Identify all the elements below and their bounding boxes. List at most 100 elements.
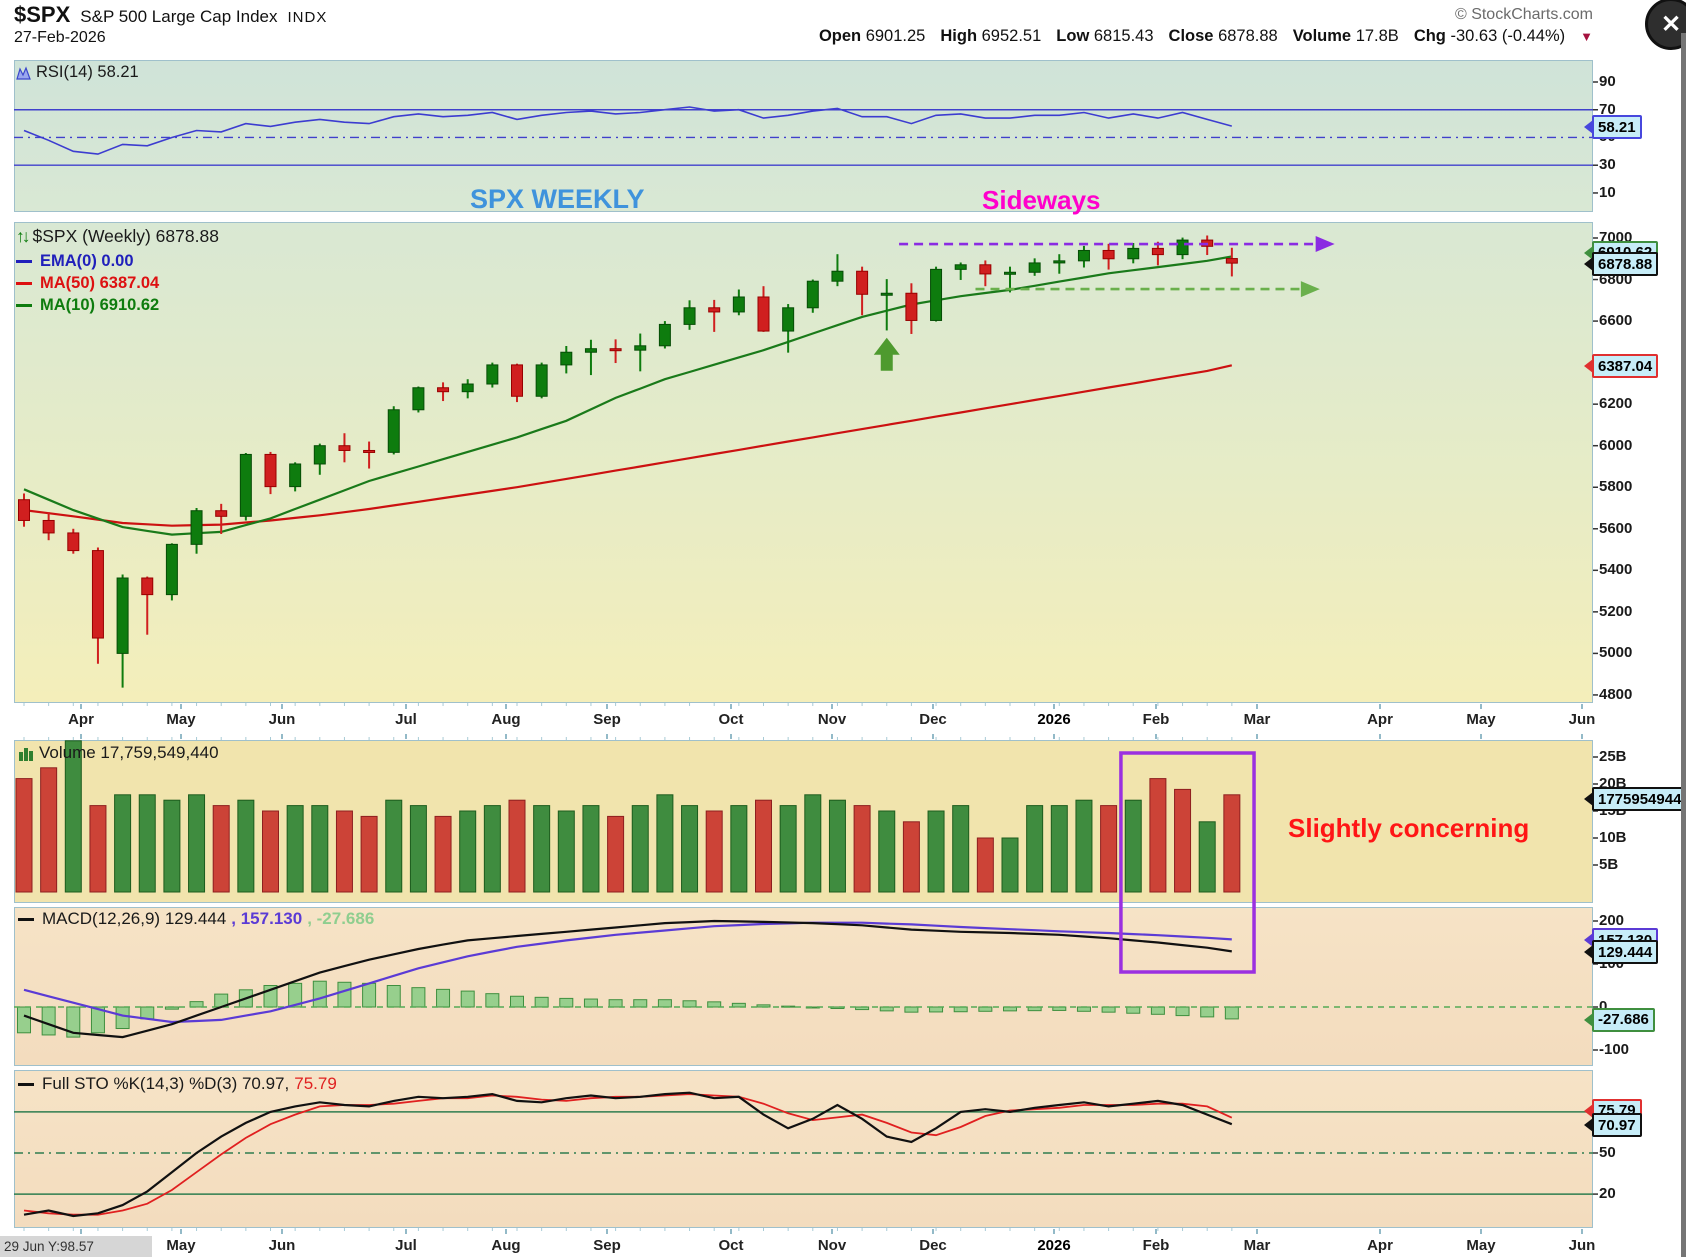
axis-tick-label: 25B xyxy=(1599,748,1627,765)
axis-tick-label: 50 xyxy=(1599,1144,1616,1161)
macd-legend: MACD(12,26,9) 129.444 , 157.130 , -27.68… xyxy=(18,909,374,929)
ma50-line-swatch xyxy=(16,282,32,285)
axis-tick-label: 10 xyxy=(1599,183,1616,201)
month-label-bottom: Oct xyxy=(718,1237,744,1254)
crosshair-tooltip: 29 Jun Y:98.57 xyxy=(0,1236,152,1257)
macd-signal-value: , 157.130 xyxy=(231,909,303,928)
axis-tick-label: 70 xyxy=(1599,100,1616,118)
month-label-top: Jul xyxy=(395,711,417,728)
month-label-top: Jun xyxy=(268,711,296,728)
month-label-bottom: Dec xyxy=(919,1237,947,1254)
rsi-panel xyxy=(14,60,1593,212)
month-label-top: Feb xyxy=(1142,711,1170,728)
axis-tick-label: 4800 xyxy=(1599,685,1633,703)
axis-tick-label: 10B xyxy=(1599,829,1627,846)
change-down-triangle-icon: ▼ xyxy=(1580,29,1593,44)
bar-chart-icon xyxy=(18,746,34,761)
scrollbar[interactable] xyxy=(1681,33,1686,1257)
high-value: 6952.51 xyxy=(981,27,1042,45)
low-value: 6815.43 xyxy=(1093,27,1154,45)
sto-legend: Full STO %K(14,3) %D(3) 70.97, 75.79 xyxy=(18,1074,337,1094)
axis-value-tag: 58.21 xyxy=(1592,115,1642,140)
ticker-symbol: $SPX xyxy=(14,2,71,27)
axis-tick-label: 15B xyxy=(1599,802,1627,819)
price-legend-title: ↑↓ $SPX (Weekly) 6878.88 xyxy=(16,226,219,247)
month-label-top: Aug xyxy=(491,711,521,728)
ohlc-quote-row: Open 6901.25 High 6952.51 Low 6815.43 Cl… xyxy=(818,27,1593,45)
sto-line-swatch xyxy=(18,1082,34,1086)
macd-line-swatch xyxy=(18,917,34,921)
month-label-bottom: Feb xyxy=(1142,1237,1170,1254)
annotation-sideways: Sideways xyxy=(982,185,1101,215)
month-label-bottom: Jul xyxy=(395,1237,417,1254)
header-title: $SPX S&P 500 Large Cap Index INDX xyxy=(14,2,327,28)
axis-tick-label: 20 xyxy=(1599,1185,1616,1203)
axis-value-tag: 6910.62 xyxy=(1592,240,1659,265)
rsi-legend: RSI(14) 58.21 xyxy=(16,63,139,82)
axis-tick-label: 5800 xyxy=(1599,478,1633,496)
month-label-bottom: Apr xyxy=(1367,1237,1393,1254)
axis-tick-label: 50 xyxy=(1599,128,1616,146)
close-value: 6878.88 xyxy=(1218,27,1278,45)
month-label-top: Nov xyxy=(817,711,847,728)
axis-tick-label: 80 xyxy=(1599,1102,1616,1120)
axis-tick-label: 6600 xyxy=(1599,312,1633,330)
annotation-slightly-concerning: Slightly concerning xyxy=(1288,813,1530,843)
axis-value-tag: 75.79 xyxy=(1592,1098,1642,1123)
index-name: S&P 500 Large Cap Index xyxy=(80,7,278,26)
axis-tick-label: 6000 xyxy=(1599,436,1633,454)
ma50-legend-label: MA(50) 6387.04 xyxy=(40,274,160,292)
month-label-top: Apr xyxy=(68,711,94,728)
annotation-spx-weekly: SPX WEEKLY xyxy=(470,184,645,214)
axis-value-tag: -27.686 xyxy=(1592,1007,1655,1032)
axis-value-tag: 6387.04 xyxy=(1592,354,1659,379)
axis-value-tag: 157.130 xyxy=(1592,928,1659,953)
ema-line-swatch xyxy=(16,260,32,263)
month-label-bottom: May xyxy=(166,1237,196,1254)
month-label-top: May xyxy=(1466,711,1496,728)
ma10-legend-label: MA(10) 6910.62 xyxy=(40,296,160,314)
axis-tick-label: 5200 xyxy=(1599,602,1633,620)
axis-tick-label: 5400 xyxy=(1599,561,1633,579)
axis-tick-label: 5B xyxy=(1599,856,1619,873)
axis-tick-label: 20B xyxy=(1599,775,1627,792)
axis-value-tag: 6878.88 xyxy=(1592,252,1659,277)
month-label-top: Dec xyxy=(919,711,947,728)
exchange-label: INDX xyxy=(287,9,328,26)
axis-tick-label: 200 xyxy=(1599,912,1625,929)
month-label-bottom: 2026 xyxy=(1037,1237,1071,1254)
month-label-top: Apr xyxy=(1367,711,1393,728)
month-label-bottom: May xyxy=(1466,1237,1496,1254)
axis-tick-label: 30 xyxy=(1599,156,1616,174)
month-label-bottom: Nov xyxy=(817,1237,847,1254)
rsi-legend-label: RSI(14) 58.21 xyxy=(36,63,139,81)
axis-tick-label: 90 xyxy=(1599,73,1616,90)
chg-value: -30.63 (-0.44%) xyxy=(1450,27,1566,45)
volume-legend: Volume 17,759,549,440 xyxy=(18,743,219,763)
month-label-top: Mar xyxy=(1243,711,1271,728)
price-title-label: $SPX (Weekly) 6878.88 xyxy=(32,226,219,246)
month-label-bottom: Jun xyxy=(268,1237,296,1254)
month-label-bottom: Aug xyxy=(491,1237,521,1254)
axis-tick-label: 5000 xyxy=(1599,644,1633,662)
chart-date: 27-Feb-2026 xyxy=(14,29,106,46)
price-panel xyxy=(14,222,1593,703)
axis-tick-label: 100 xyxy=(1599,955,1625,972)
close-icon[interactable]: ✕ xyxy=(1645,0,1686,50)
sto-d-value: 75.79 xyxy=(294,1074,337,1093)
axis-tick-label: 5600 xyxy=(1599,519,1633,537)
volume-legend-label: Volume 17,759,549,440 xyxy=(39,743,219,762)
ma10-legend: MA(10) 6910.62 xyxy=(16,296,159,315)
axis-tick-label: 7000 xyxy=(1599,229,1633,246)
axis-value-tag: 129.444 xyxy=(1592,940,1659,965)
axis-tick-label: 6800 xyxy=(1599,270,1633,288)
month-label-bottom: Mar xyxy=(1243,1237,1271,1254)
area-chart-icon xyxy=(16,65,31,80)
ma10-line-swatch xyxy=(16,304,32,307)
axis-value-tag: 70.97 xyxy=(1592,1113,1642,1138)
month-label-top: Jun xyxy=(1568,711,1596,728)
month-label-top: Sep xyxy=(593,711,621,728)
month-label-top: May xyxy=(166,711,196,728)
candlestick-icon: ↑↓ xyxy=(16,226,30,246)
